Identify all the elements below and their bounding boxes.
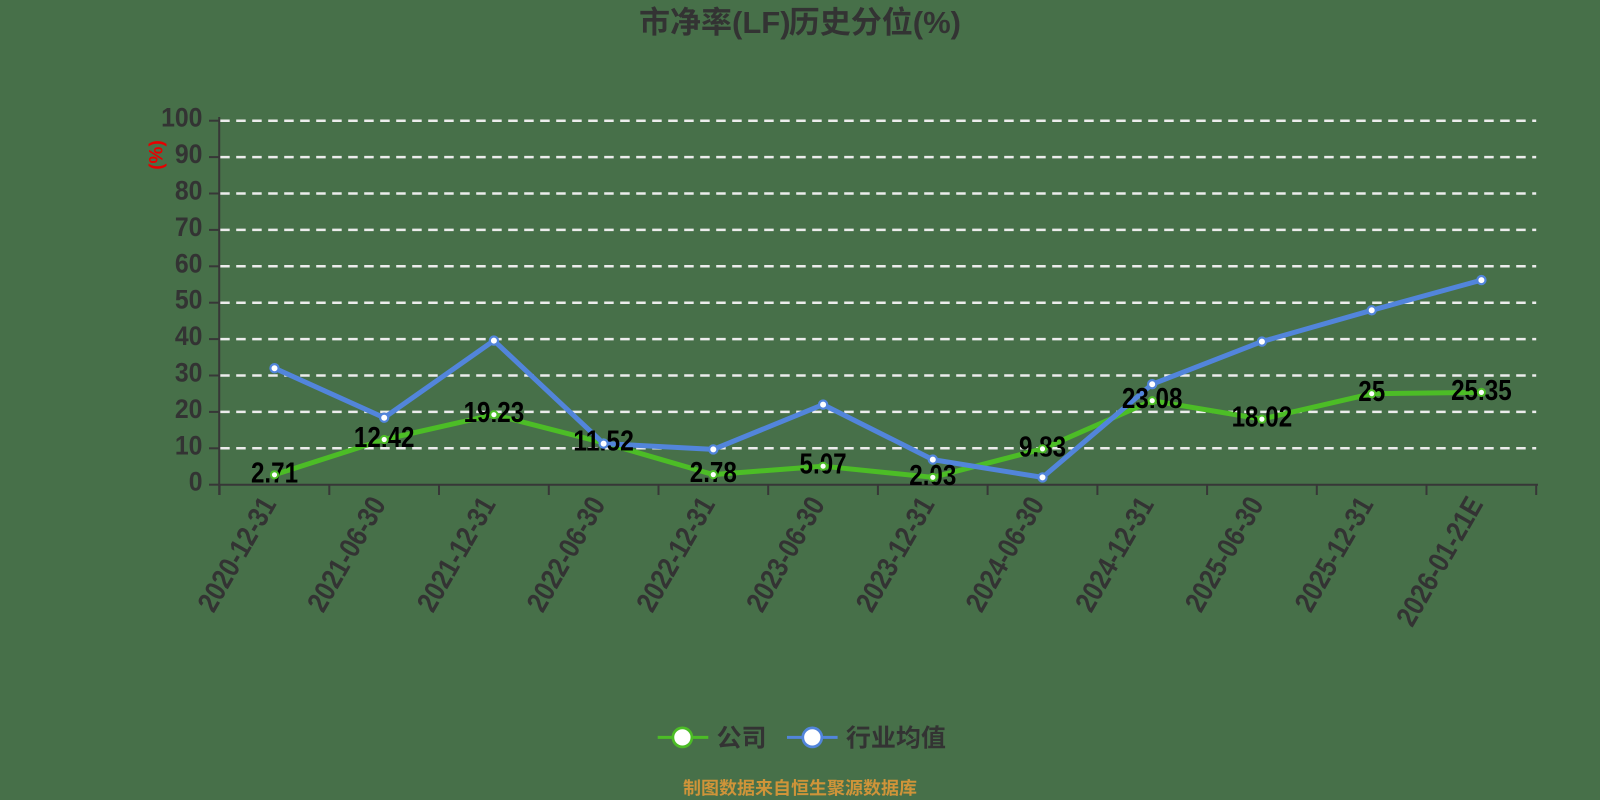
svg-text:(%): (%)	[147, 140, 168, 170]
svg-text:0: 0	[189, 467, 203, 497]
svg-text:60: 60	[175, 248, 203, 278]
svg-text:30: 30	[175, 358, 203, 388]
svg-text:90: 90	[175, 139, 203, 169]
svg-text:40: 40	[175, 321, 203, 351]
svg-text:80: 80	[175, 176, 203, 206]
svg-text:(%): (%)	[913, 5, 961, 40]
svg-text:50: 50	[175, 285, 203, 315]
svg-text:100: 100	[161, 103, 202, 133]
svg-text:70: 70	[175, 212, 203, 242]
svg-text:20: 20	[175, 394, 203, 424]
svg-text:10: 10	[175, 430, 203, 460]
svg-text:(LF): (LF)	[732, 5, 791, 40]
